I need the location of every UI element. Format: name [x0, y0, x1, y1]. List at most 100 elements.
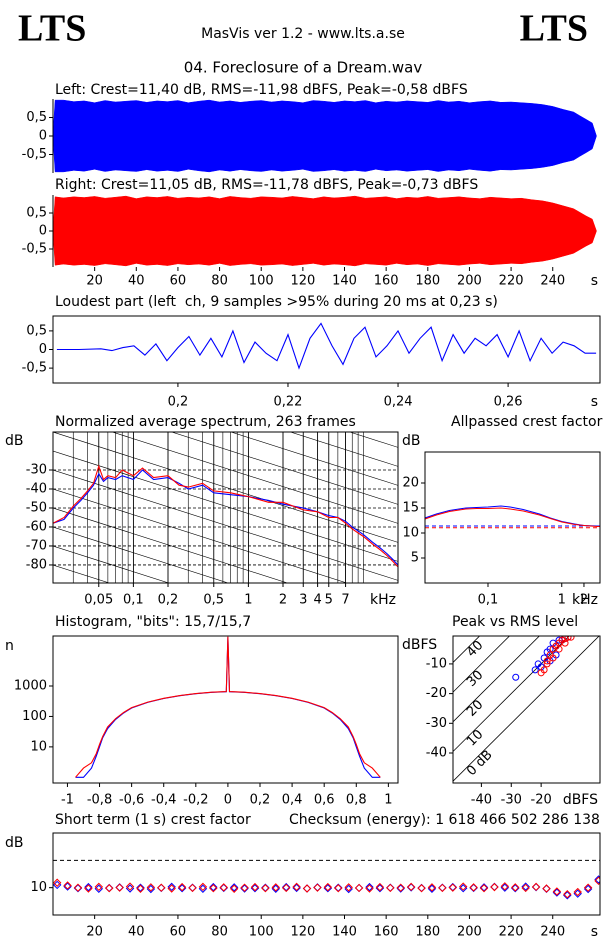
point: [406, 882, 416, 892]
slope-line: [289, 432, 398, 467]
y-tick-label: 10: [30, 739, 47, 754]
point: [115, 883, 124, 892]
x-tick-label: 7: [341, 593, 349, 608]
point: [427, 883, 437, 892]
plot-area: [53, 859, 600, 900]
point: [53, 880, 62, 890]
x-tick-label: 0,2: [168, 395, 189, 410]
point: [292, 882, 301, 892]
point: [490, 882, 499, 892]
point: [448, 883, 457, 892]
y-axis-label: dB: [5, 835, 24, 851]
point: [229, 884, 239, 893]
crest-line-label: 30: [464, 668, 486, 690]
x-tick-label: 240: [540, 925, 565, 940]
point: [594, 875, 600, 884]
point: [63, 882, 72, 891]
slope-line: [53, 469, 398, 581]
y-tick-label: 0,5: [26, 206, 47, 221]
x-tick-label: 60: [170, 274, 187, 289]
crest-line: [453, 636, 511, 693]
data-line: [53, 469, 398, 566]
data-line: [425, 507, 600, 528]
x-tick-label: 160: [374, 274, 399, 289]
y-tick-label: -0,5: [22, 147, 47, 162]
y-tick-label: -50: [26, 500, 47, 515]
crest-line: [453, 636, 540, 723]
chart-title: Short term (1 s) crest factor: [55, 812, 251, 828]
point: [354, 883, 364, 893]
slope-line: [53, 450, 398, 562]
point: [469, 883, 478, 892]
x-tick-label: 4: [313, 593, 321, 608]
point: [479, 884, 489, 893]
point: [531, 882, 541, 892]
plot-area: [75, 636, 381, 778]
plot-frame: [424, 451, 601, 584]
y-tick-label: 0,5: [26, 110, 47, 125]
subtitle: MasVis ver 1.2 - www.lts.a.se: [201, 26, 405, 42]
plot-area: [53, 318, 398, 583]
chart-title: Allpassed crest factor: [451, 414, 603, 430]
x-axis-unit: s: [591, 394, 598, 410]
point: [531, 666, 539, 674]
chart-title: Peak vs RMS level: [452, 614, 578, 630]
point: [512, 673, 520, 681]
data-line: [56, 322, 597, 370]
point: [250, 884, 260, 893]
x-tick-label: 2: [279, 593, 287, 608]
chart-title: Normalized average spectrum, 263 frames: [55, 414, 356, 430]
waveform-upper: [53, 99, 597, 137]
point: [115, 883, 124, 892]
x-axis-unit: s: [591, 273, 598, 289]
point: [209, 884, 218, 893]
point: [521, 882, 530, 891]
point: [396, 884, 405, 893]
x-tick-label: 0,4: [282, 793, 303, 808]
y-tick-label: 0: [39, 342, 47, 357]
point: [564, 636, 572, 641]
x-tick-label: 0,5: [203, 593, 224, 608]
plot-frame: [52, 832, 601, 916]
plot-area: 40 30 20 100 dB: [453, 636, 600, 782]
point: [542, 884, 551, 893]
y-axis-label: n: [5, 638, 14, 654]
x-tick-label: 180: [415, 925, 440, 940]
crest-line-label: 20: [464, 697, 486, 719]
point: [94, 882, 104, 892]
crest-line-label: 10: [464, 727, 486, 749]
slope-line: [53, 318, 398, 428]
crest-line: [453, 636, 481, 663]
x-tick-label: 240: [540, 274, 565, 289]
plot-area: [56, 322, 597, 370]
point: [125, 882, 135, 891]
point: [438, 883, 447, 892]
point: [219, 883, 228, 892]
x-tick-label: 220: [499, 925, 524, 940]
plot-area: [53, 195, 597, 267]
slope-line: [170, 432, 398, 505]
y-tick-label: 20: [402, 476, 419, 491]
point: [458, 882, 468, 891]
point: [136, 884, 145, 893]
x-tick-label: 0,2: [158, 593, 179, 608]
x-tick-label: -0,6: [119, 793, 144, 808]
point: [73, 883, 83, 892]
plot-frame: [52, 635, 399, 784]
slope-line: [111, 432, 398, 524]
point: [375, 882, 385, 892]
y-tick-label: -0,5: [22, 361, 47, 376]
point: [157, 883, 166, 892]
x-tick-label: 20: [86, 274, 103, 289]
point: [105, 884, 114, 893]
chart-title: Loudest part (left ch, 9 samples >95% du…: [55, 294, 498, 310]
y-axis-label: dB: [402, 433, 421, 449]
point: [188, 883, 197, 892]
y-tick-label: 1000: [14, 679, 47, 694]
crest-line: [453, 636, 600, 782]
data-line: [75, 636, 381, 778]
point: [479, 883, 489, 892]
y-tick-label: 10: [402, 526, 419, 541]
y-tick-label: -0,5: [22, 242, 47, 257]
point: [563, 891, 572, 900]
